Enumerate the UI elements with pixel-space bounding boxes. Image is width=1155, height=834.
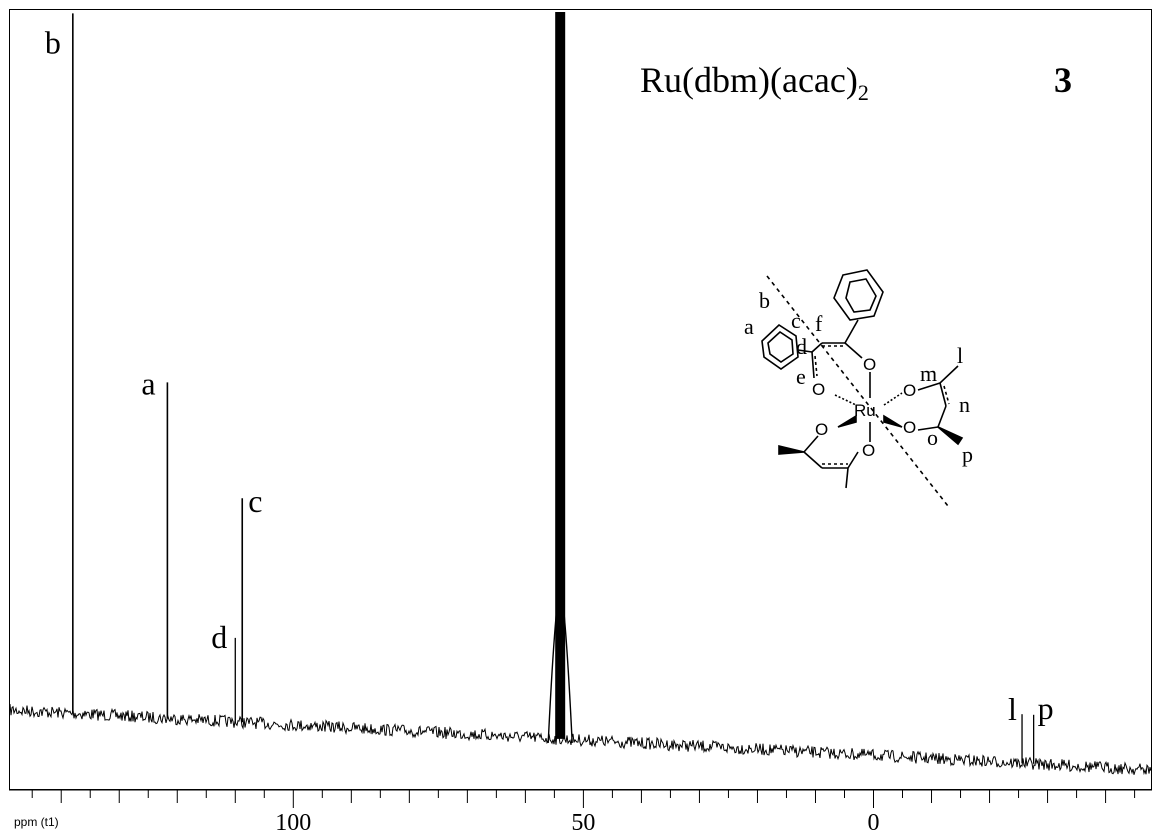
structure-label-e: e xyxy=(796,364,806,389)
structure-label-p: p xyxy=(962,442,973,467)
chart-title: Ru(dbm)(acac)2 xyxy=(640,60,869,105)
bond xyxy=(883,392,903,406)
oxygen-label: O xyxy=(812,380,825,399)
bond xyxy=(845,467,849,489)
left-phenyl-ring xyxy=(761,323,799,370)
spectrum-trace-group xyxy=(9,12,1152,776)
wedge-bond xyxy=(837,414,857,428)
molecule-atom-labels: Ru O O O O O O a b c d e f l m n o p xyxy=(744,288,973,467)
peak-label-p: p xyxy=(1038,690,1054,726)
peak-label-d: d xyxy=(211,619,227,655)
structure-label-d: d xyxy=(796,334,807,359)
bond xyxy=(797,349,813,353)
bond xyxy=(917,426,939,431)
bond xyxy=(803,451,823,469)
peak-label-c: c xyxy=(248,483,262,519)
structure-label-f: f xyxy=(815,311,823,336)
ru-atom-label: Ru xyxy=(854,401,876,420)
bond xyxy=(937,405,947,428)
bond xyxy=(811,342,823,353)
plot-frame xyxy=(9,9,1152,790)
structure-label-n: n xyxy=(959,392,970,417)
oxygen-label: O xyxy=(903,418,916,437)
structure-label-b: b xyxy=(759,288,770,313)
x-tick-label: 0 xyxy=(868,810,880,834)
bond xyxy=(834,394,857,406)
peak-label-l: l xyxy=(1008,691,1017,727)
oxygen-label: O xyxy=(903,381,916,400)
structure-label-a: a xyxy=(744,314,754,339)
bond xyxy=(803,435,819,453)
peak-label-b: b xyxy=(45,24,61,60)
x-axis-unit-label: ppm (t1) xyxy=(14,815,59,829)
wedge-bond xyxy=(778,444,805,455)
molecule-structure xyxy=(761,269,964,507)
oxygen-label: O xyxy=(863,355,876,374)
compound-number: 3 xyxy=(1054,60,1072,100)
dashed-symmetry-line xyxy=(766,275,949,507)
bond xyxy=(844,319,859,344)
top-phenyl-ring xyxy=(833,269,884,321)
x-tick-label: 50 xyxy=(571,810,595,834)
structure-label-o: o xyxy=(927,425,938,450)
bond xyxy=(811,351,815,379)
bond xyxy=(917,382,941,391)
structure-label-m: m xyxy=(920,361,937,386)
wedge-bond xyxy=(937,426,964,446)
structure-label-c: c xyxy=(791,308,801,333)
x-axis xyxy=(9,789,1152,808)
bond xyxy=(847,451,859,469)
peak-label-a: a xyxy=(141,365,155,401)
left-phenyl-inner xyxy=(767,330,794,363)
top-phenyl-inner xyxy=(845,278,877,313)
bond xyxy=(939,365,959,384)
oxygen-label: O xyxy=(815,420,828,439)
bond xyxy=(939,382,947,407)
structure-label-l: l xyxy=(957,343,963,368)
solvent-peak-shoulder xyxy=(547,578,573,743)
oxygen-label: O xyxy=(862,441,875,460)
bond xyxy=(814,355,818,377)
x-tick-label: 100 xyxy=(275,810,311,834)
wedge-bond xyxy=(883,414,903,428)
spectrum-baseline xyxy=(9,704,1152,776)
bond xyxy=(844,342,863,359)
